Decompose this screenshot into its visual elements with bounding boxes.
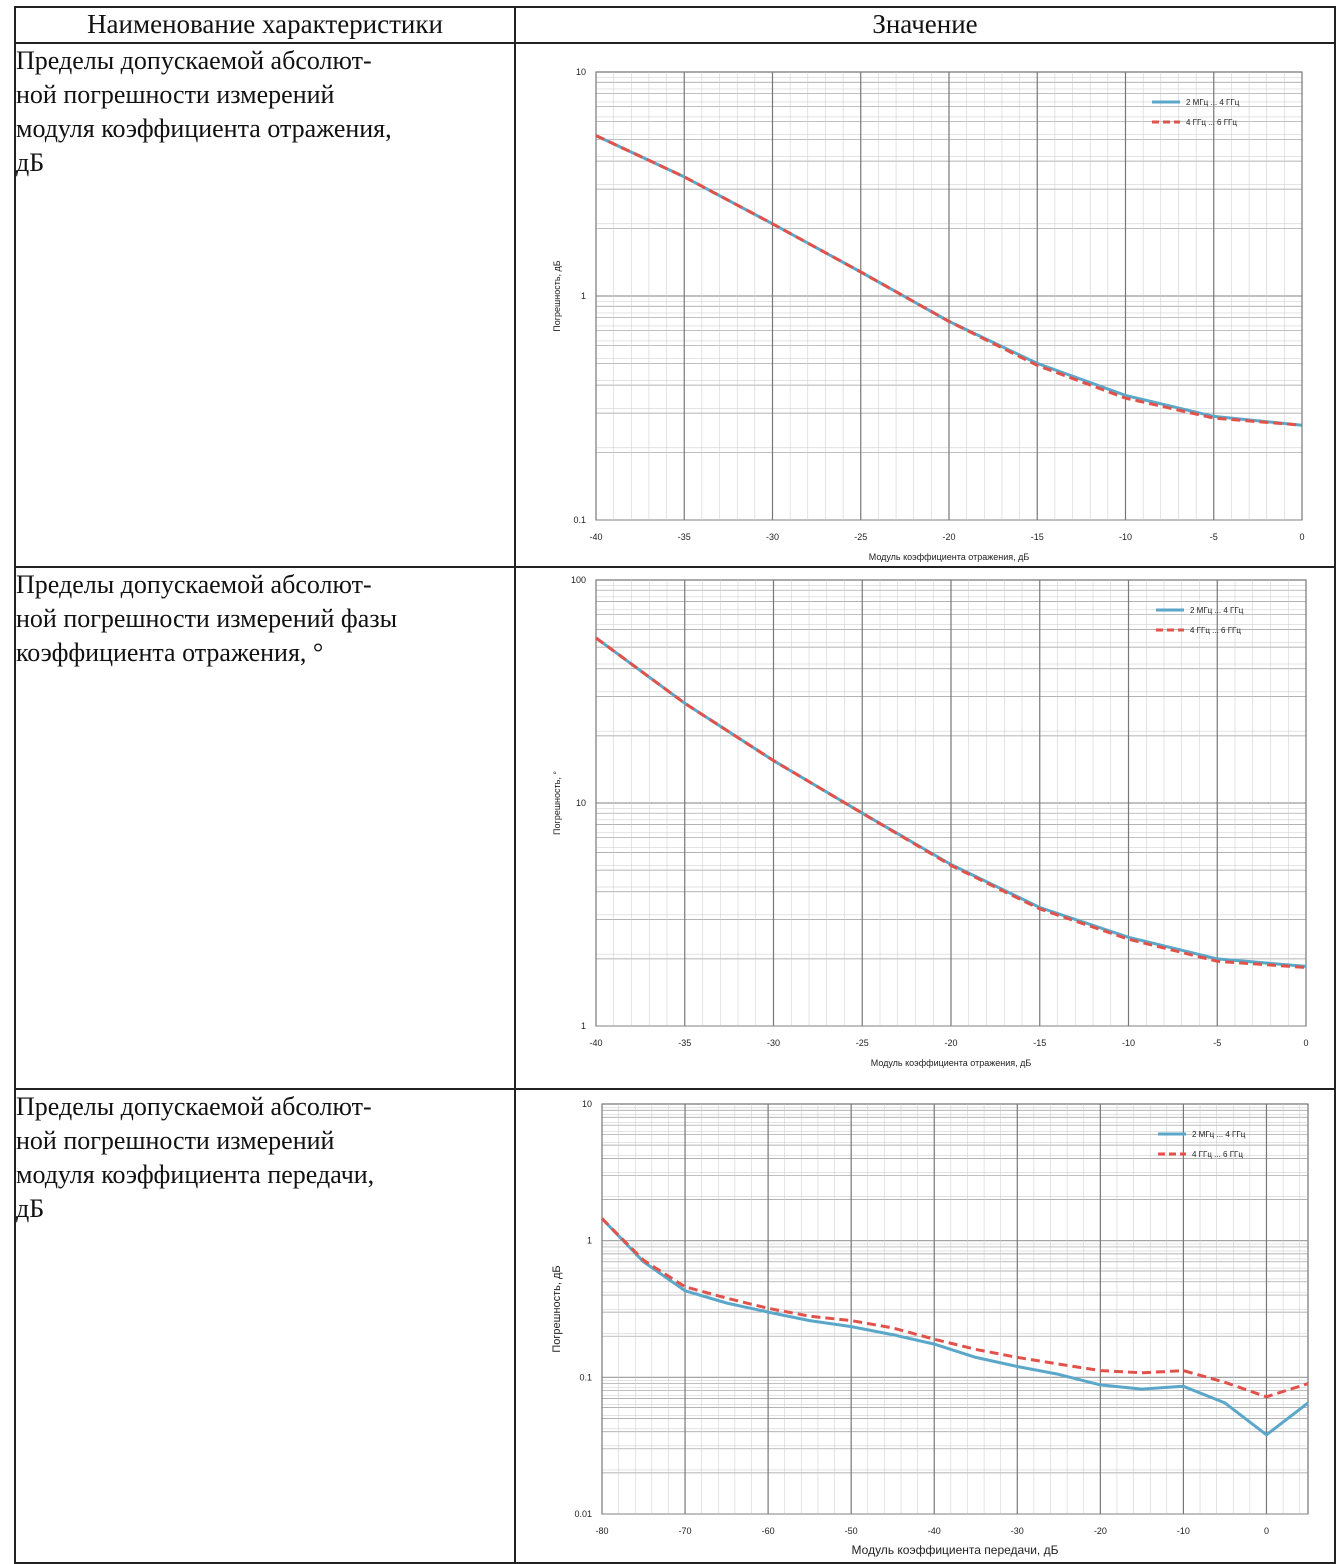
x-tick-label: -40 <box>589 532 602 542</box>
x-tick-label: -30 <box>1011 1526 1024 1536</box>
x-tick-label: -5 <box>1213 1038 1221 1048</box>
legend-label-1: 2 МГц ... 4 ГГц <box>1192 1130 1246 1139</box>
x-tick-label: -60 <box>762 1526 775 1536</box>
row-name-reflection-phase: Пределы допускаемой абсолют- ной погрешн… <box>14 566 516 1090</box>
y-tick-label: 100 <box>571 575 586 585</box>
x-tick-label: -15 <box>1033 1038 1046 1048</box>
x-axis-label: Модуль коэффициента отражения, дБ <box>871 1058 1032 1068</box>
row-name-reflection-magnitude: Пределы допускаемой абсолют- ной погрешн… <box>14 42 516 568</box>
x-tick-label: -35 <box>678 1038 691 1048</box>
x-tick-label: -70 <box>679 1526 692 1536</box>
row-value-reflection-magnitude: 0.1 1 10 -40 -35 -30 -25 -20 -15 -10 -5 0 Модуль коэ… <box>514 42 1336 568</box>
table-row: Пределы допускаемой абсолют- ной погрешн… <box>14 566 1336 1090</box>
header-value-column: Значение <box>514 6 1336 44</box>
legend-label-1: 2 МГц ... 4 ГГц <box>1186 98 1240 107</box>
chart-transmission-magnitude: 0.01 0.1 1 10 -80 -70 -60 -50 -40 -30 -20 -10 0 Модул… <box>516 1090 1332 1560</box>
x-tick-label: -10 <box>1122 1038 1135 1048</box>
y-tick-label: 1 <box>581 1021 586 1031</box>
y-tick-label: 0.1 <box>573 515 586 525</box>
table-row: Пределы допускаемой абсолют- ной погрешн… <box>14 1088 1336 1564</box>
chart-svg: 0.01 0.1 1 10 -80 -70 -60 -50 -40 -30 -20 -10 0 Модул… <box>551 1099 1309 1557</box>
characteristics-table: Наименование характеристики Значение Пре… <box>14 6 1336 1564</box>
y-tick-label: 10 <box>576 798 586 808</box>
y-tick-label: 1 <box>587 1236 592 1246</box>
row-name-transmission-magnitude: Пределы допускаемой абсолют- ной погрешн… <box>14 1088 516 1564</box>
x-tick-label: 0 <box>1264 1526 1269 1536</box>
x-tick-label: -25 <box>854 532 867 542</box>
legend-label-2: 4 ГГц ... 6 ГГц <box>1190 626 1241 635</box>
x-tick-label: -10 <box>1119 532 1132 542</box>
table-row: Пределы допускаемой абсолют- ной погрешн… <box>14 42 1336 568</box>
x-tick-label: -20 <box>1094 1526 1107 1536</box>
y-tick-label: 0.01 <box>574 1509 592 1519</box>
series-line-2 <box>595 636 1307 969</box>
legend-label-2: 4 ГГц ... 6 ГГц <box>1186 118 1237 127</box>
y-tick-label: 10 <box>582 1099 592 1109</box>
x-tick-label: -80 <box>595 1526 608 1536</box>
legend-label-1: 2 МГц ... 4 ГГц <box>1190 606 1244 615</box>
legend-label-2: 4 ГГц ... 6 ГГц <box>1192 1150 1243 1159</box>
x-tick-label: 0 <box>1299 532 1304 542</box>
x-tick-label: -35 <box>678 532 691 542</box>
header-name-column: Наименование характеристики <box>14 6 516 44</box>
y-axis-label: Погрешность, ° <box>552 771 562 835</box>
row-value-reflection-phase: 1 10 100 -40 -35 -30 -25 -20 -15 -10 -5 0 Модуль коэ… <box>514 566 1336 1090</box>
x-tick-label: -30 <box>766 532 779 542</box>
x-tick-label: -40 <box>589 1038 602 1048</box>
x-tick-label: -10 <box>1177 1526 1190 1536</box>
x-tick-label: -20 <box>944 1038 957 1048</box>
x-tick-label: -15 <box>1031 532 1044 542</box>
chart-reflection-magnitude: 0.1 1 10 -40 -35 -30 -25 -20 -15 -10 -5 0 Модуль коэ… <box>516 44 1332 564</box>
series-line-2 <box>600 1217 1309 1399</box>
x-tick-label: -5 <box>1210 532 1218 542</box>
x-axis-label: Модуль коэффициента передачи, дБ <box>852 1543 1059 1557</box>
series-line-1 <box>600 1217 1309 1437</box>
x-tick-label: -20 <box>942 532 955 542</box>
y-tick-label: 0.1 <box>579 1372 592 1382</box>
row-value-transmission-magnitude: 0.01 0.1 1 10 -80 -70 -60 -50 -40 -30 -20 -10 0 Модул… <box>514 1088 1336 1564</box>
y-axis-label: Погрешность, дБ <box>551 1265 563 1352</box>
y-tick-label: 10 <box>576 67 586 77</box>
y-tick-label: 1 <box>581 291 586 301</box>
x-axis-label: Модуль коэффициента отражения, дБ <box>869 552 1030 562</box>
x-tick-label: 0 <box>1303 1038 1308 1048</box>
chart-reflection-phase: 1 10 100 -40 -35 -30 -25 -20 -15 -10 -5 0 Модуль коэ… <box>516 568 1332 1086</box>
x-tick-label: -40 <box>928 1526 941 1536</box>
y-axis-label: Погрешность, дБ <box>552 260 562 332</box>
series-line-2 <box>595 134 1303 427</box>
chart-svg: 1 10 100 -40 -35 -30 -25 -20 -15 -10 -5 0 Модуль коэ… <box>552 575 1309 1068</box>
x-tick-label: -50 <box>845 1526 858 1536</box>
chart-svg: 0.1 1 10 -40 -35 -30 -25 -20 -15 -10 -5 0 Модуль коэ… <box>552 67 1305 562</box>
table-header-row: Наименование характеристики Значение <box>14 6 1336 44</box>
x-tick-label: -30 <box>767 1038 780 1048</box>
x-tick-label: -25 <box>856 1038 869 1048</box>
